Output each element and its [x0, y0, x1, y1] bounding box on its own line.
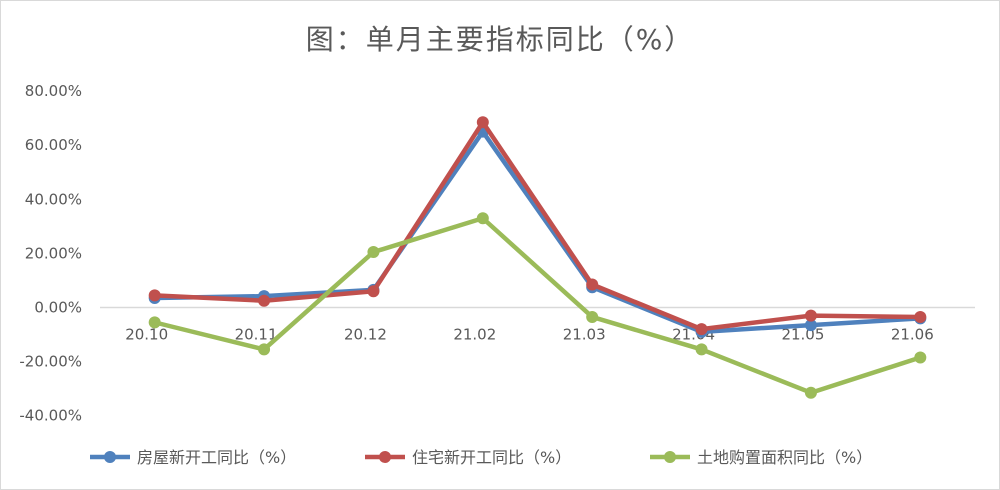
- data-point: [148, 289, 161, 302]
- y-tick-label: 40.00%: [25, 190, 82, 208]
- y-tick-label: 0.00%: [34, 299, 82, 317]
- data-point: [914, 310, 927, 323]
- legend-item: 土地购置面积同比（%）: [650, 448, 872, 467]
- y-tick-label: -20.00%: [19, 353, 82, 371]
- y-tick-label: -40.00%: [19, 407, 82, 425]
- data-point: [476, 212, 489, 225]
- data-point: [804, 309, 817, 322]
- legend-label: 房屋新开工同比（%）: [137, 448, 296, 467]
- series-3: [148, 212, 927, 399]
- data-point: [695, 323, 708, 336]
- series-line: [152, 215, 923, 395]
- x-tick-label: 20.10: [125, 326, 168, 344]
- data-point: [804, 386, 817, 399]
- legend-label: 土地购置面积同比（%）: [697, 448, 872, 467]
- y-tick-label: 20.00%: [25, 244, 82, 262]
- data-point: [586, 278, 599, 291]
- legend-item: 房屋新开工同比（%）: [90, 448, 296, 467]
- x-tick-label: 20.12: [344, 326, 387, 344]
- legend-item: 住宅新开工同比（%）: [365, 448, 571, 467]
- data-point: [258, 294, 271, 307]
- legend-marker-icon: [104, 451, 116, 463]
- data-point: [586, 310, 599, 323]
- y-tick-label: 80.00%: [25, 82, 82, 100]
- data-point: [804, 319, 817, 332]
- legend: 房屋新开工同比（%） 住宅新开工同比（%） 土地购置面积同比（%）: [90, 448, 872, 467]
- data-point: [367, 285, 380, 298]
- series-2: [148, 116, 927, 336]
- legend-label: 住宅新开工同比（%）: [412, 448, 571, 467]
- x-tick-label: 21.06: [891, 326, 934, 344]
- data-point: [476, 116, 489, 129]
- chart-title: 图：单月主要指标同比（%）: [305, 23, 695, 56]
- y-tick-label: 60.00%: [25, 136, 82, 154]
- y-axis-ticks: 80.00% 60.00% 40.00% 20.00% 0.00% -20.00% -40.…: [19, 82, 82, 425]
- series-line: [152, 119, 923, 332]
- x-tick-label: 21.03: [563, 326, 606, 344]
- data-point: [914, 351, 927, 364]
- legend-marker-icon: [379, 451, 391, 463]
- data-point: [367, 246, 380, 259]
- series-line: [152, 129, 923, 335]
- data-point: [148, 316, 161, 329]
- series-layer: [148, 116, 927, 399]
- x-tick-label: 21.02: [453, 326, 496, 344]
- data-point: [258, 343, 271, 356]
- x-tick-label: 20.11: [235, 326, 278, 344]
- data-point: [695, 343, 708, 356]
- legend-marker-icon: [664, 451, 676, 463]
